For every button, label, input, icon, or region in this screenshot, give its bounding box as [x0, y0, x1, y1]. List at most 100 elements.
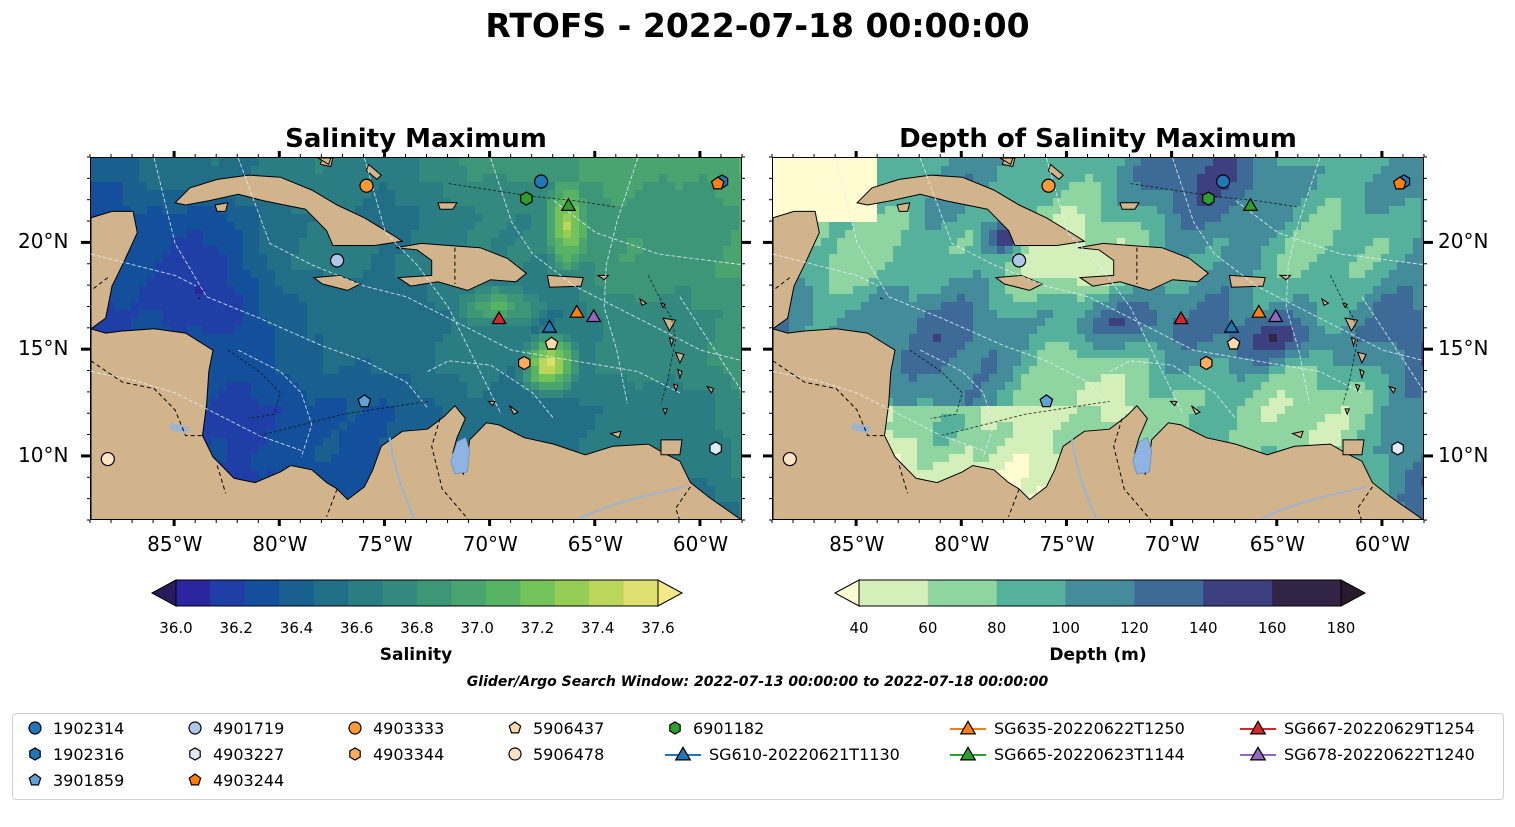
marker-4903244 — [1392, 176, 1407, 190]
land-martinique — [674, 351, 685, 365]
land-trinidad — [660, 439, 683, 456]
lake-maracaibo — [450, 437, 471, 475]
eez-line — [427, 360, 555, 419]
legend-item: 4903244 — [185, 770, 284, 790]
land-hispaniola — [395, 242, 528, 291]
legend-hexagon-icon — [669, 721, 681, 735]
land-yucatan — [91, 210, 138, 330]
eez-line — [1045, 158, 1184, 415]
lat-tick-label: 15°N — [18, 336, 69, 361]
border-line — [773, 360, 887, 437]
land-barbados — [1387, 385, 1397, 394]
observation-markers — [100, 174, 729, 467]
eez-line — [1109, 360, 1237, 419]
colorbar-bin — [176, 580, 211, 606]
legend-label: 5906437 — [533, 718, 605, 738]
land-bahamas-2 — [1047, 163, 1064, 181]
legend-hexagon-icon — [349, 747, 361, 761]
land-turks — [1119, 202, 1140, 210]
legend-triangle-icon — [950, 720, 986, 735]
legend-item: SG665-20220623T1144 — [950, 744, 1185, 764]
lon-tick-label: 85°W — [147, 532, 203, 556]
colorbar-tick-salinity: 36.6 — [340, 619, 374, 637]
colorbar-extend-low — [150, 579, 177, 607]
colorbar-tick-salinity: 37.0 — [460, 619, 494, 637]
colorbar-tick-salinity: 37.2 — [520, 619, 555, 637]
legend-item: 5906478 — [505, 744, 604, 764]
colorbar-tick-salinity: 36.4 — [279, 619, 314, 637]
marker-5906437 — [544, 336, 559, 350]
eez-line — [490, 158, 741, 361]
colorbar-bin — [313, 580, 349, 606]
left-panel-title: Salinity Maximum — [285, 124, 547, 154]
colorbar-bin — [1134, 580, 1204, 606]
legend-item: SG635-20220622T1250 — [950, 718, 1185, 738]
legend-marker — [508, 721, 522, 734]
isobath-line — [448, 183, 617, 208]
border-line — [91, 360, 205, 437]
eez-line — [1285, 158, 1321, 404]
legend-label: 3901859 — [53, 770, 125, 790]
land-swan — [198, 297, 201, 300]
eez-line — [835, 158, 1110, 409]
legend-item: 5906437 — [505, 718, 604, 738]
land-central-america — [773, 328, 1423, 519]
legend-hexagon-icon — [189, 747, 201, 761]
land-aruba — [1169, 400, 1178, 407]
colorbar-bin — [485, 580, 521, 606]
legend: 1902314 1902316 3901859 4901719 4903227 49032… — [12, 713, 1504, 800]
colorbar-bin — [1203, 580, 1273, 606]
colorbar-bin — [451, 580, 487, 606]
legend-label: 4903227 — [213, 744, 285, 764]
legend-item: SG610-20220621T1130 — [665, 744, 900, 764]
isobath-line — [1130, 183, 1299, 208]
border-line — [326, 488, 338, 517]
land-cuba — [174, 174, 404, 246]
lon-tick-label: 75°W — [1039, 532, 1095, 556]
legend-marker — [189, 747, 201, 761]
colorbar-bin — [859, 580, 929, 606]
border-line — [1008, 488, 1020, 517]
lon-tick-label: 85°W — [829, 532, 885, 556]
legend-item: SG678-20220622T1240 — [1240, 744, 1475, 764]
marker-3901859 — [1039, 394, 1054, 408]
eez-line — [603, 158, 639, 404]
legend-item: 4903344 — [345, 744, 444, 764]
land-stlucia — [1359, 368, 1365, 380]
isobath-1000 — [909, 183, 1359, 437]
isobath-line — [227, 349, 281, 419]
marker-6901182 — [1202, 191, 1215, 206]
lon-tick-label: 70°W — [462, 532, 518, 556]
depth-colorbar-label: Depth (m) — [1049, 645, 1147, 665]
legend-item: 1902316 — [25, 744, 124, 764]
colorbar-bin — [623, 580, 659, 606]
isobath-1000 — [227, 183, 677, 437]
land-dominica — [1350, 336, 1357, 348]
legend-marker — [188, 721, 202, 735]
legend-marker — [28, 773, 42, 786]
marker-3901859 — [357, 394, 372, 408]
colorbar-extend-low — [833, 579, 860, 607]
legend-label: 4901719 — [213, 718, 285, 738]
land-stkitts — [1320, 297, 1330, 307]
colorbar-bin — [348, 580, 384, 606]
marker-SG665-20220623T1144 — [560, 197, 577, 212]
colorbar-extend-high — [657, 579, 684, 607]
marker-1902314 — [1215, 174, 1231, 189]
salinity-map-canvas — [91, 158, 741, 519]
land-jamaica — [994, 274, 1044, 291]
legend-label: 4903333 — [373, 718, 445, 738]
legend-circle-icon — [348, 721, 362, 735]
legend-circle-icon — [188, 721, 202, 735]
depth-colorbar — [833, 579, 1367, 607]
land-stvincent — [1354, 383, 1361, 393]
legend-pentagon-icon — [188, 773, 202, 786]
legend-label: SG678-20220622T1240 — [1284, 744, 1475, 764]
legend-circle-icon — [28, 721, 42, 735]
legend-marker — [1249, 720, 1267, 735]
country-borders — [91, 247, 691, 519]
eez-line — [363, 158, 502, 415]
colorbar-tick-depth: 100 — [1051, 619, 1080, 637]
eez-boundaries — [773, 158, 1423, 458]
